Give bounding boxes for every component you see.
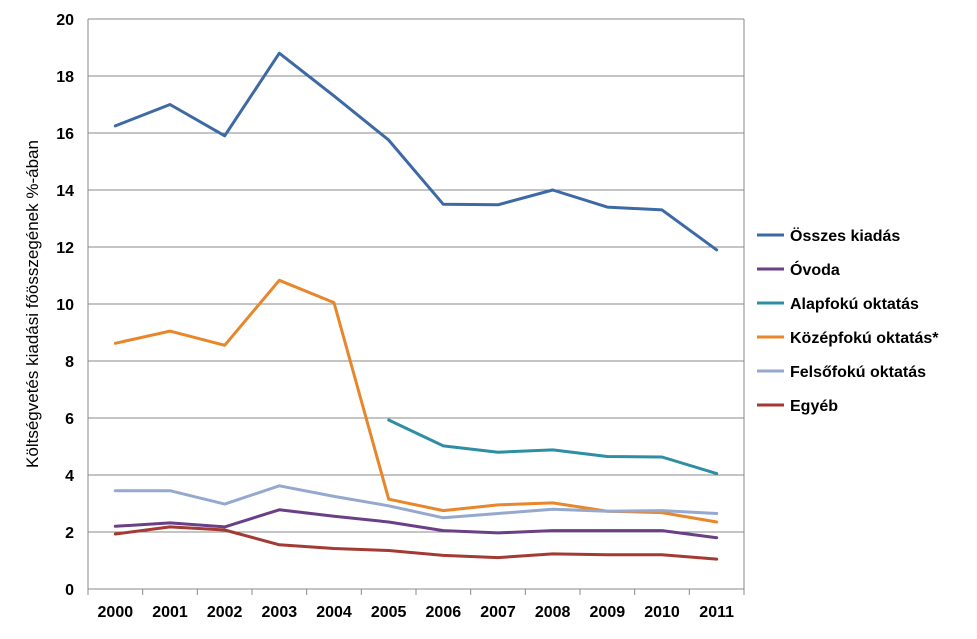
legend-label-3: Középfokú oktatás* — [790, 330, 939, 347]
legend-label-2: Alapfokú oktatás — [790, 296, 919, 313]
x-tick-label-2004: 2004 — [316, 604, 352, 621]
legend: Összes kiadás Óvoda Alapfokú oktatás Középf… — [757, 226, 939, 415]
y-tick-label: 14 — [56, 183, 74, 200]
legend-label-5: Egyéb — [790, 398, 838, 415]
x-tick-label-2010: 2010 — [644, 604, 680, 621]
series-line-5 — [113, 525, 719, 561]
x-tick-label-2005: 2005 — [371, 604, 407, 621]
x-tick-label-2002: 2002 — [207, 604, 243, 621]
x-tick-label-2007: 2007 — [480, 604, 516, 621]
y-tick-label: 8 — [65, 354, 74, 371]
y-tick-label: 12 — [56, 240, 74, 257]
series-line-1 — [113, 508, 719, 540]
series-line-0 — [113, 51, 719, 252]
x-tick-label-2009: 2009 — [590, 604, 626, 621]
y-tick-label: 10 — [56, 297, 74, 314]
y-tick-label: 2 — [65, 525, 74, 542]
y-axis-title: Költségvetés kiadási főösszegének %-ában — [23, 140, 42, 468]
y-tick-label: 18 — [56, 69, 74, 86]
y-tick-label: 0 — [65, 582, 74, 599]
legend-label-0: Összes kiadás — [790, 226, 900, 245]
x-tick-label-2001: 2001 — [152, 604, 188, 621]
series-line-3 — [113, 278, 719, 524]
y-tick-label: 16 — [56, 126, 74, 143]
x-tick-label-2006: 2006 — [426, 604, 462, 621]
x-tick-label-2003: 2003 — [262, 604, 298, 621]
x-tick-label-2000: 2000 — [98, 604, 134, 621]
x-tick-label-2011: 2011 — [699, 604, 734, 621]
y-tick-label: 4 — [65, 468, 74, 485]
y-axis-ticks: 0 2 4 6 8 10 12 14 16 18 20 — [56, 12, 74, 599]
gridlines — [87, 18, 745, 590]
legend-label-1: Óvoda — [790, 260, 840, 279]
series-line-2 — [387, 418, 719, 476]
legend-label-4: Felsőfokú oktatás — [790, 364, 926, 381]
x-tick-label-2008: 2008 — [535, 604, 571, 621]
y-tick-label: 6 — [65, 411, 74, 428]
series-lines — [113, 51, 719, 561]
y-tick-label: 20 — [56, 12, 74, 29]
series-line-4 — [113, 484, 719, 520]
x-axis-ticks: 2000 2001 2002 2003 2004 2005 2006 2007 2008 2009… — [87, 589, 745, 621]
